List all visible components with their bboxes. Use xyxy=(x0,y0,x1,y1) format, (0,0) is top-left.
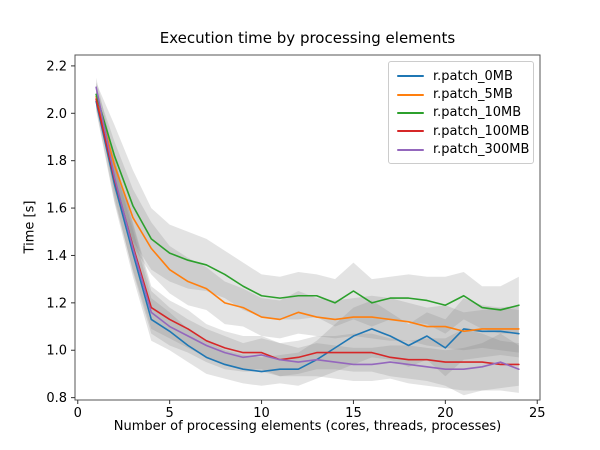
series-line-r-patch-5MB xyxy=(95,95,520,333)
series-line-r-patch-10MB xyxy=(95,93,520,311)
confidence-band-r-patch-0MB xyxy=(96,91,519,386)
x-tick-label: 0 xyxy=(74,406,82,421)
x-tick-label: 15 xyxy=(345,406,362,421)
y-tick-label: 0.8 xyxy=(46,391,67,406)
x-tick-label: 25 xyxy=(529,406,546,421)
legend-line-swatch xyxy=(397,148,424,151)
legend-item-label: r.patch_300MB xyxy=(433,142,530,158)
confidence-band-r-patch-10MB xyxy=(96,82,519,334)
legend-item-label: r.patch_5MB xyxy=(433,87,513,103)
legend-item-label: r.patch_100MB xyxy=(433,123,530,139)
legend-item-r-patch-5MB: r.patch_5MB xyxy=(397,85,525,103)
legend-item-label: r.patch_0MB xyxy=(433,68,513,84)
data-layer xyxy=(95,77,520,396)
confidence-band-r-patch-100MB xyxy=(96,89,519,396)
x-axis-label: Number of processing elements (cores, th… xyxy=(113,419,502,434)
legend-line-swatch xyxy=(397,93,424,96)
chart-title: Execution time by processing elements xyxy=(159,29,456,47)
x-tick-label: 5 xyxy=(166,406,174,421)
y-tick-label: 1.4 xyxy=(46,249,67,264)
legend-item-r-patch-0MB: r.patch_0MB xyxy=(397,67,525,85)
x-tick-label: 20 xyxy=(437,406,454,421)
y-tick-label: 1.8 xyxy=(46,154,67,169)
y-tick-label: 2.0 xyxy=(46,107,67,122)
plot-border xyxy=(74,54,541,401)
y-tick-label: 2.2 xyxy=(46,59,67,74)
legend-line-swatch xyxy=(397,130,424,133)
legend-item-r-patch-100MB: r.patch_100MB xyxy=(397,122,529,140)
legend-line-swatch xyxy=(397,111,424,114)
legend-item-label: r.patch_10MB xyxy=(433,105,522,121)
series-line-r-patch-0MB xyxy=(95,100,520,373)
y-tick-label: 1.0 xyxy=(46,344,67,359)
legend-line-swatch xyxy=(397,75,424,78)
x-tick-label: 10 xyxy=(253,406,270,421)
legend-item-r-patch-300MB: r.patch_300MB xyxy=(397,141,529,159)
y-tick-label: 1.2 xyxy=(46,296,67,311)
y-tick-label: 1.6 xyxy=(46,202,67,217)
legend-item-r-patch-10MB: r.patch_10MB xyxy=(397,104,525,122)
legend: r.patch_0MB r.patch_5MB r.patch_10MB r.patc… xyxy=(388,61,534,164)
series-line-r-patch-300MB xyxy=(95,86,520,370)
series-line-r-patch-100MB xyxy=(95,98,520,366)
